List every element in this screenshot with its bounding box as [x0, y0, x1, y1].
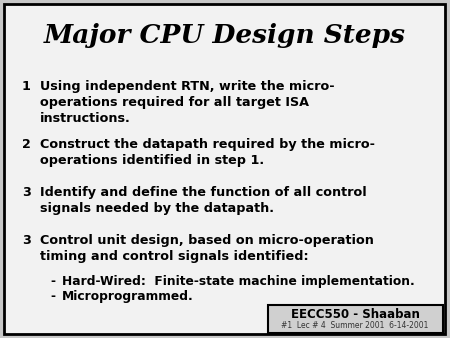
Text: -: - [50, 290, 55, 303]
Text: Construct the datapath required by the micro-
operations identified in step 1.: Construct the datapath required by the m… [40, 138, 375, 167]
Text: 2: 2 [22, 138, 31, 151]
Text: Identify and define the function of all control
signals needed by the datapath.: Identify and define the function of all … [40, 186, 367, 215]
Text: Microprogrammed.: Microprogrammed. [62, 290, 194, 303]
Text: -: - [50, 275, 55, 288]
Text: 3: 3 [22, 186, 31, 199]
Text: Using independent RTN, write the micro-
operations required for all target ISA
i: Using independent RTN, write the micro- … [40, 80, 335, 125]
Text: 3: 3 [22, 234, 31, 247]
Text: 1: 1 [22, 80, 31, 93]
Text: #1  Lec # 4  Summer 2001  6-14-2001: #1 Lec # 4 Summer 2001 6-14-2001 [281, 321, 429, 330]
Text: Hard-Wired:  Finite-state machine implementation.: Hard-Wired: Finite-state machine impleme… [62, 275, 415, 288]
Text: Major CPU Design Steps: Major CPU Design Steps [44, 23, 406, 48]
Bar [268, 305, 443, 333]
Text: EECC550 - Shaaban: EECC550 - Shaaban [291, 308, 419, 321]
Text: Control unit design, based on micro-operation
timing and control signals identif: Control unit design, based on micro-oper… [40, 234, 374, 263]
